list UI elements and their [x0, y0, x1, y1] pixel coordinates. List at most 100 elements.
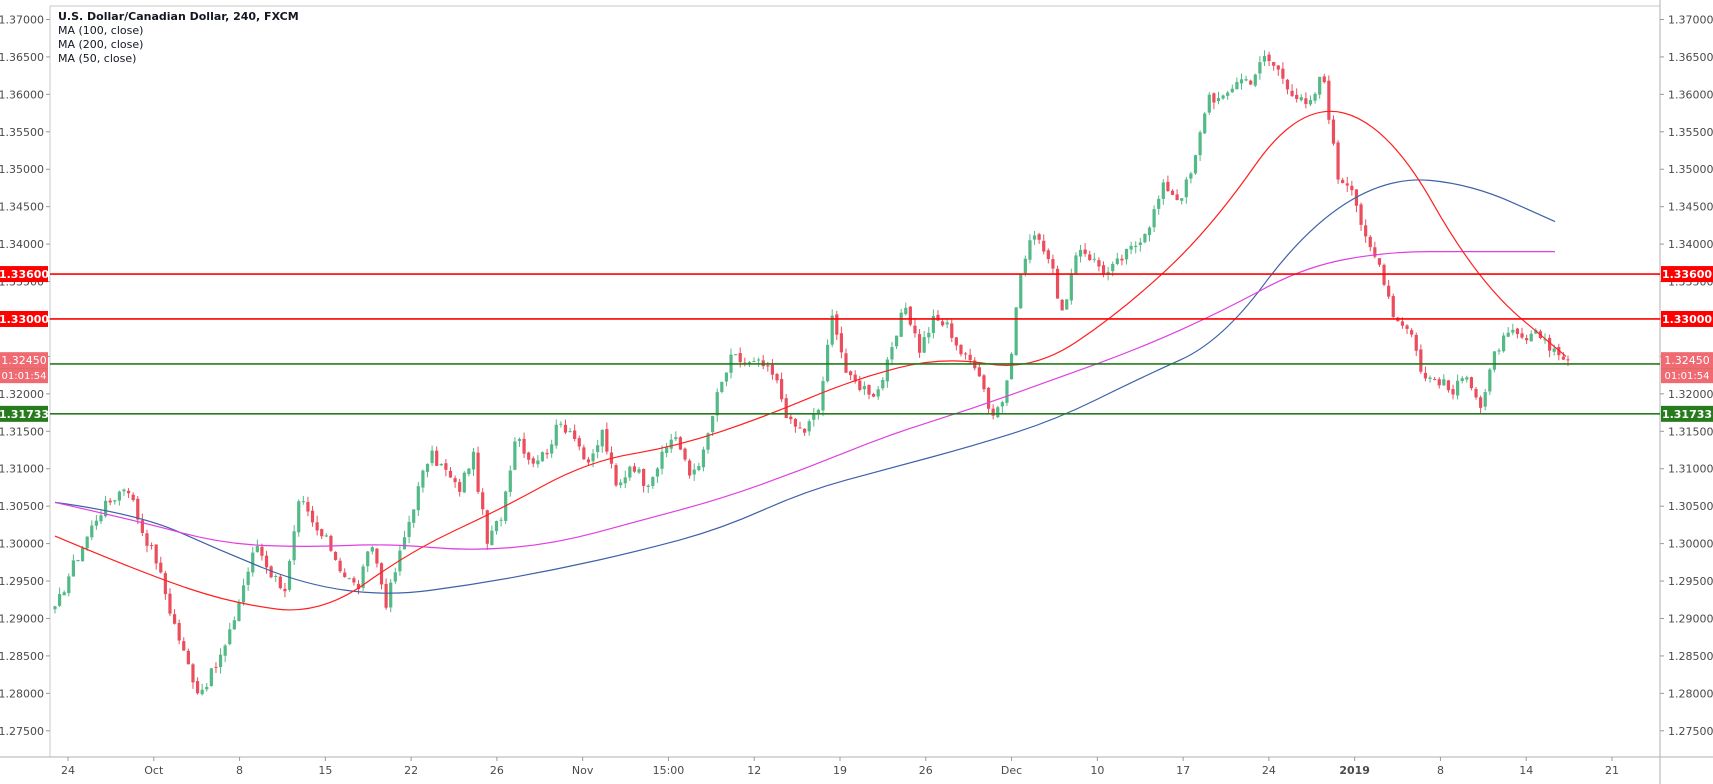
candle-body: [559, 423, 563, 425]
candle-body: [62, 592, 66, 596]
candle-body: [131, 494, 135, 501]
candle-body: [1391, 296, 1395, 318]
candle-body: [1525, 338, 1529, 341]
candle-body: [1327, 80, 1331, 120]
candle-body: [283, 588, 287, 592]
x-tick-label: 2019: [1339, 764, 1370, 777]
candle-body: [1065, 299, 1069, 310]
x-tick-label: Dec: [1001, 764, 1022, 777]
candle-body: [1042, 240, 1046, 252]
countdown-label: 01:01:54: [2, 371, 47, 382]
candle-body: [425, 463, 430, 472]
level-badge-right: [1661, 405, 1713, 422]
countdown-label: 01:01:54: [1665, 371, 1710, 382]
candle-body: [614, 465, 618, 486]
x-tick-label: 22: [404, 764, 418, 777]
candle-body: [904, 307, 908, 315]
candle-body: [366, 551, 370, 567]
candle-body: [1304, 98, 1308, 105]
candle-body: [347, 578, 351, 580]
candle-body: [1203, 113, 1207, 134]
candle-body: [126, 490, 131, 494]
candle-body: [550, 444, 554, 454]
candle-body: [1285, 79, 1290, 90]
candle-body: [1078, 249, 1083, 257]
candle-body: [1055, 268, 1060, 299]
candle-body: [1313, 93, 1317, 101]
candle-body: [1097, 260, 1101, 267]
x-tick-label: 12: [747, 764, 761, 777]
candle-body: [1129, 245, 1133, 250]
candle-body: [1157, 198, 1161, 209]
candle-body: [389, 582, 393, 608]
candle-body: [1272, 62, 1276, 66]
candle-body: [655, 468, 660, 477]
x-tick-label: 17: [1176, 764, 1190, 777]
candle-body: [301, 501, 305, 503]
candle-body: [1483, 392, 1487, 407]
candle-body: [697, 466, 701, 471]
candle-body: [182, 641, 186, 651]
candle-body: [1134, 245, 1138, 247]
candle-body: [1111, 263, 1115, 272]
candle-body: [591, 453, 595, 462]
candle-body: [1442, 379, 1446, 386]
candle-body: [545, 452, 549, 455]
candle-body: [766, 365, 770, 367]
candle-body: [968, 354, 972, 361]
candle-body: [1262, 56, 1267, 62]
candle-body: [1437, 379, 1441, 386]
candle-body: [1566, 359, 1570, 361]
candle-body: [844, 353, 848, 373]
candle-body: [467, 468, 471, 474]
candle-body: [1138, 242, 1142, 246]
candle-body: [646, 485, 650, 487]
y-tick-label-left: 1.32000: [0, 388, 44, 401]
candle-body: [1387, 285, 1391, 297]
candle-body: [568, 431, 572, 433]
candle-body: [1253, 74, 1257, 86]
x-tick-label: 21: [1605, 764, 1619, 777]
candle-body: [848, 371, 853, 376]
candle-body: [287, 561, 292, 590]
candle-body: [103, 500, 108, 517]
candle-body: [1180, 198, 1184, 201]
candle-body: [1377, 258, 1382, 265]
y-tick-label-right: 1.37000: [1668, 13, 1713, 26]
candle-body: [430, 450, 434, 464]
candle-body: [186, 650, 190, 665]
candle-body: [724, 372, 729, 382]
y-tick-label-right: 1.30000: [1668, 538, 1713, 551]
candle-body: [531, 458, 535, 464]
candle-body: [462, 472, 466, 493]
candle-body: [209, 668, 213, 687]
candle-body: [241, 585, 246, 603]
candle-body: [448, 470, 453, 478]
candle-body: [214, 666, 218, 668]
candle-body: [738, 353, 742, 363]
candle-body: [1341, 179, 1345, 184]
candle-body: [1400, 321, 1405, 326]
candle-body: [260, 546, 264, 556]
legend-title: U.S. Dollar/Canadian Dollar, 240, FXCM: [58, 10, 299, 23]
candle-body: [237, 602, 241, 622]
y-tick-label-right: 1.29500: [1668, 575, 1713, 588]
y-tick-label-right: 1.36500: [1668, 51, 1713, 64]
candle-body: [205, 686, 209, 690]
candle-body: [136, 498, 140, 520]
candle-body: [1520, 333, 1524, 338]
candle-body: [1451, 389, 1455, 395]
candle-body: [117, 491, 121, 501]
candle-body: [1221, 95, 1225, 99]
y-tick-label-right: 1.27500: [1668, 725, 1713, 738]
candle-body: [1318, 76, 1322, 95]
x-tick-label: 10: [1090, 764, 1104, 777]
candle-body: [1465, 377, 1469, 380]
candle-body: [554, 424, 558, 446]
level-badge-left: [0, 266, 48, 283]
level-label-right: 1.31733: [1662, 408, 1712, 421]
candle-body: [1258, 62, 1262, 74]
candle-body: [734, 354, 738, 356]
